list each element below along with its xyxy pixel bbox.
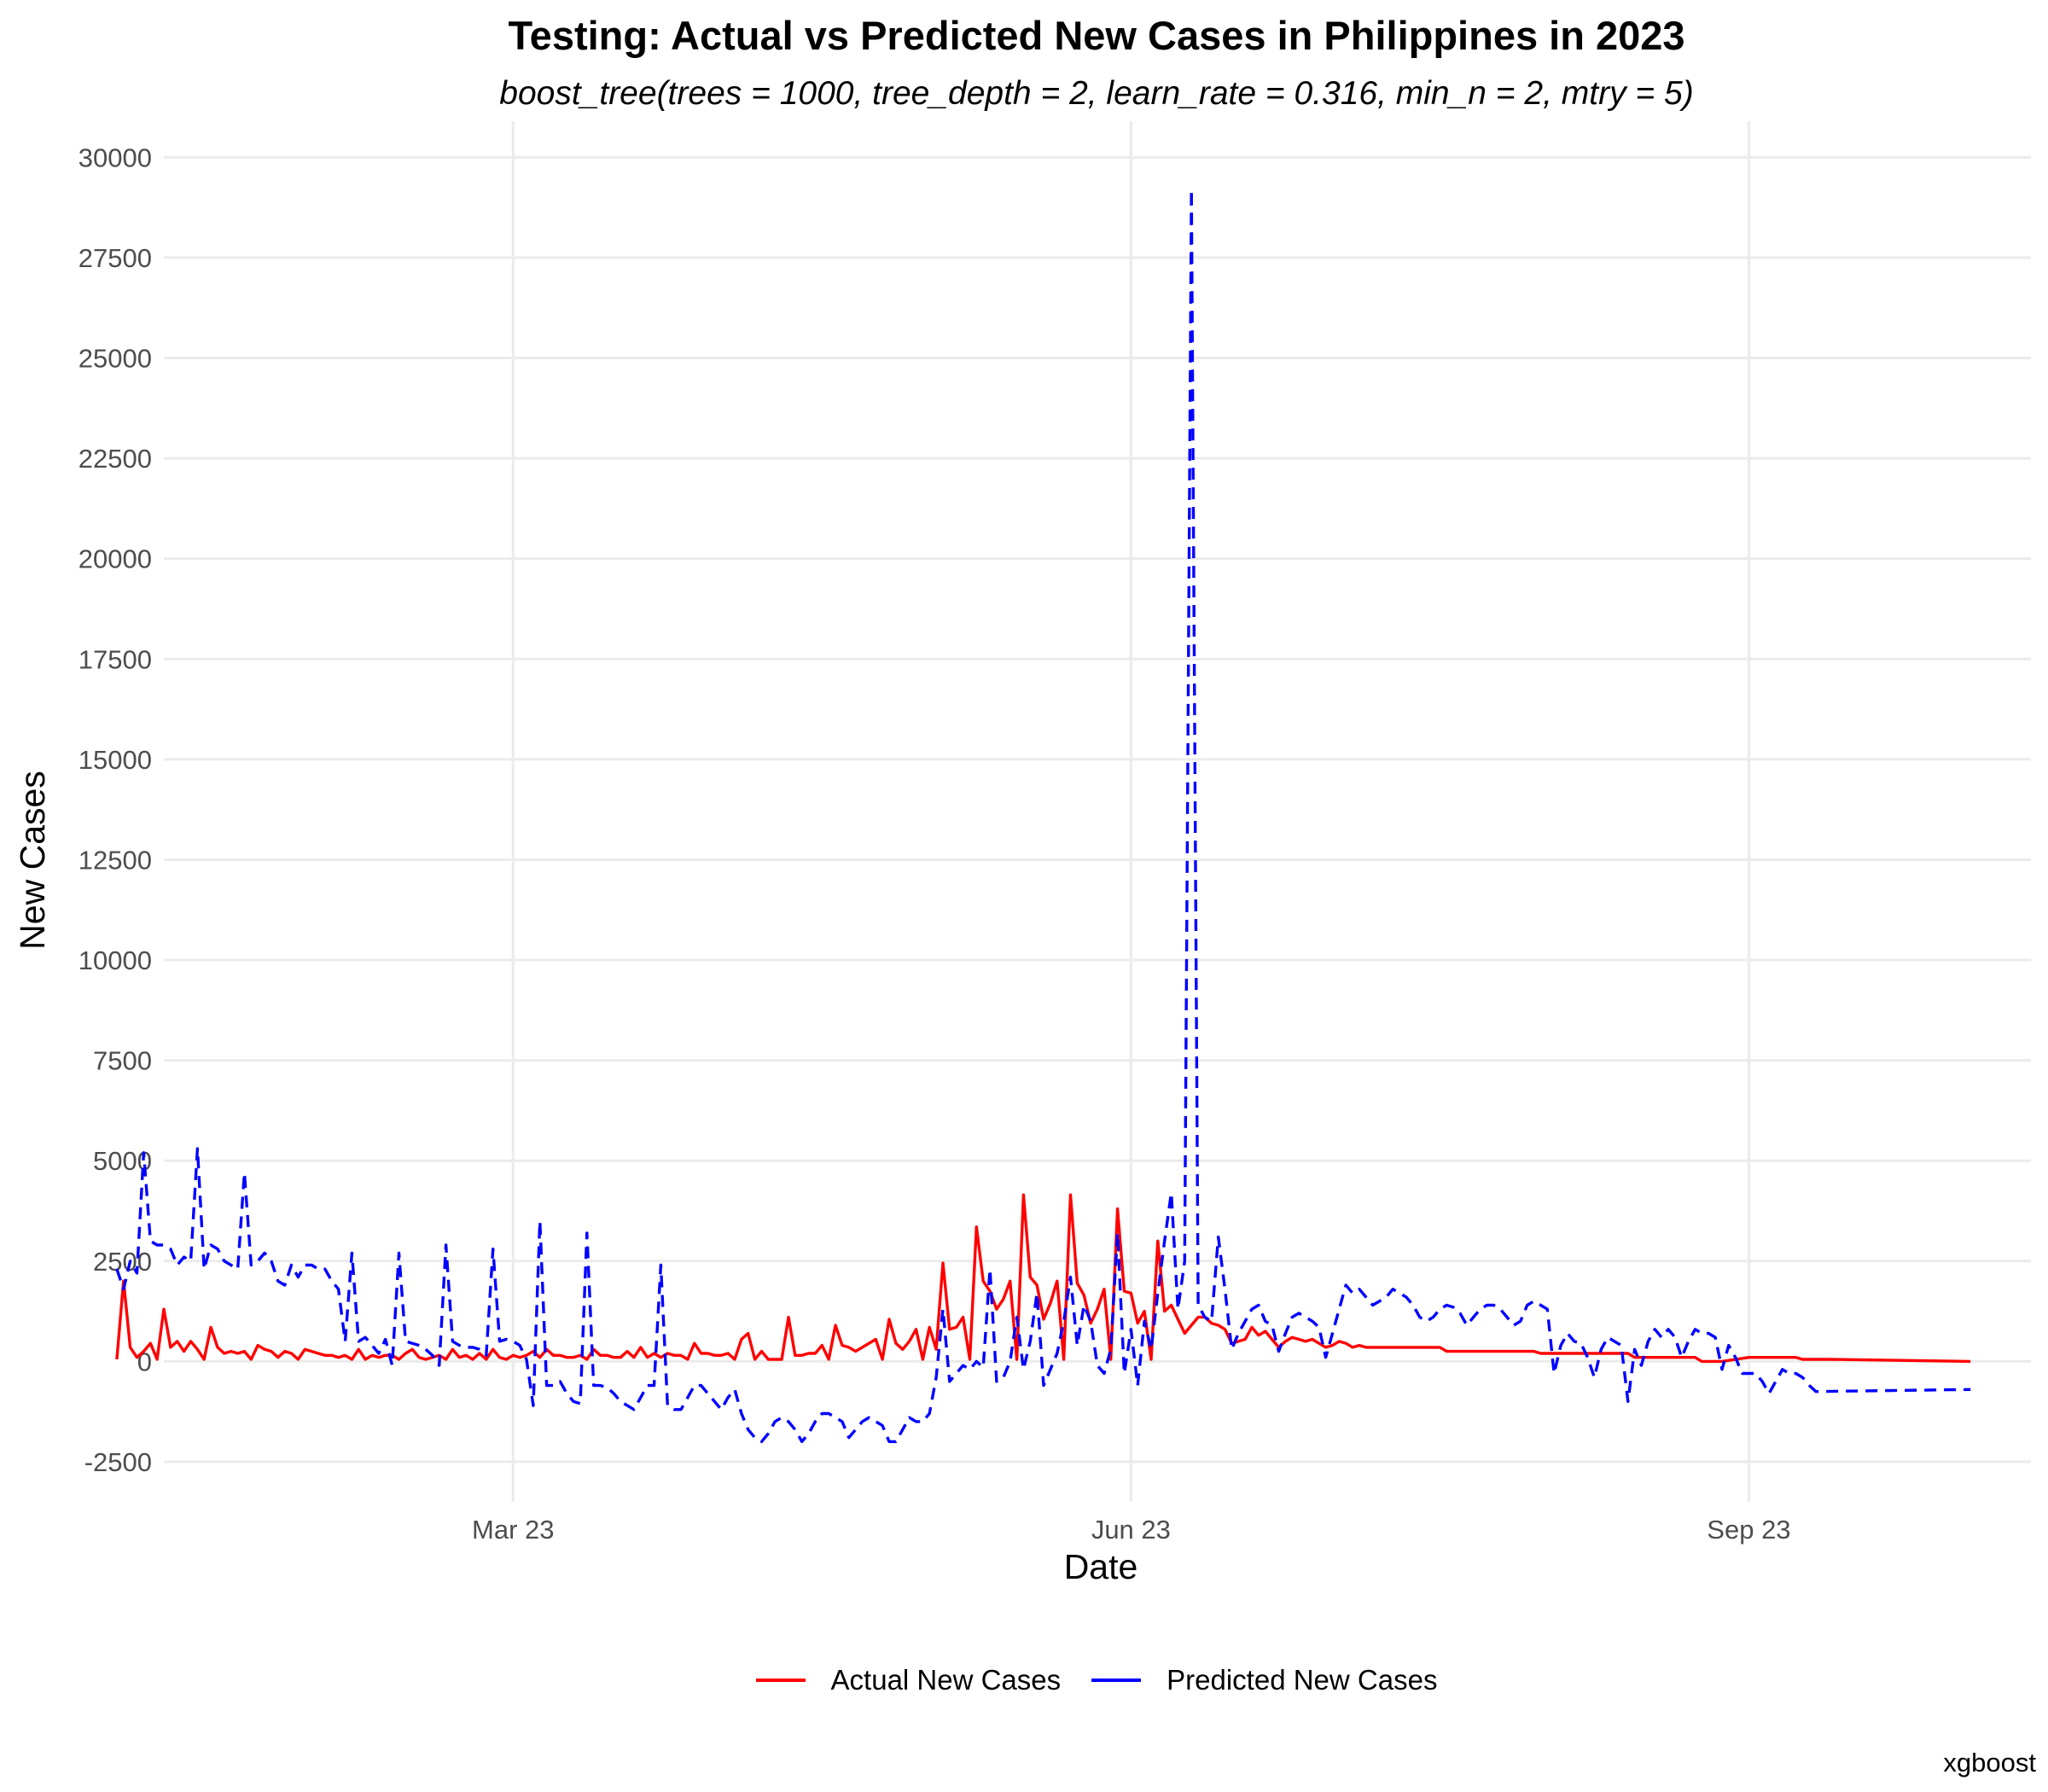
x-tick-label: Jun 23 xyxy=(1091,1515,1171,1545)
grid-lines xyxy=(164,121,2031,1502)
y-tick-label: -2500 xyxy=(84,1447,152,1477)
y-tick-label: 30000 xyxy=(79,143,152,172)
legend-key-predicted xyxy=(1091,1679,1142,1682)
legend-key-actual xyxy=(755,1679,806,1682)
y-tick-label: 17500 xyxy=(79,644,152,674)
y-tick-labels: -250002500500075001000012500150001750020… xyxy=(79,143,152,1477)
legend: Actual New Cases Predicted New Cases xyxy=(0,1664,2048,1696)
legend-label-actual: Actual New Cases xyxy=(830,1664,1062,1696)
legend-item-predicted: Predicted New Cases xyxy=(1091,1664,1437,1696)
y-tick-label: 15000 xyxy=(79,745,152,775)
series-line-predicted xyxy=(115,188,1971,1444)
y-tick-label: 12500 xyxy=(79,845,152,875)
legend-item-actual: Actual New Cases xyxy=(755,1664,1062,1696)
chart-title: Testing: Actual vs Predicted New Cases i… xyxy=(508,13,1685,58)
x-tick-labels: Mar 23 Jun 23 Sep 23 xyxy=(472,1515,1791,1545)
x-axis-label: Date xyxy=(1064,1547,1138,1586)
series-lines xyxy=(115,188,1971,1444)
x-tick-label: Mar 23 xyxy=(472,1515,554,1545)
legend-label-predicted: Predicted New Cases xyxy=(1167,1664,1438,1696)
y-tick-label: 20000 xyxy=(79,544,152,574)
x-tick-label: Sep 23 xyxy=(1707,1515,1790,1545)
y-tick-label: 2500 xyxy=(93,1247,152,1277)
y-axis-label: New Cases xyxy=(13,771,52,950)
y-tick-label: 25000 xyxy=(79,344,152,374)
chart-subtitle: boost_tree(trees = 1000, tree_depth = 2,… xyxy=(499,75,1694,112)
y-tick-label: 7500 xyxy=(93,1046,152,1076)
caption: xgboost xyxy=(1943,1748,2036,1777)
y-tick-label: 22500 xyxy=(79,444,152,474)
y-tick-label: 27500 xyxy=(79,243,152,273)
y-tick-label: 10000 xyxy=(79,945,152,975)
